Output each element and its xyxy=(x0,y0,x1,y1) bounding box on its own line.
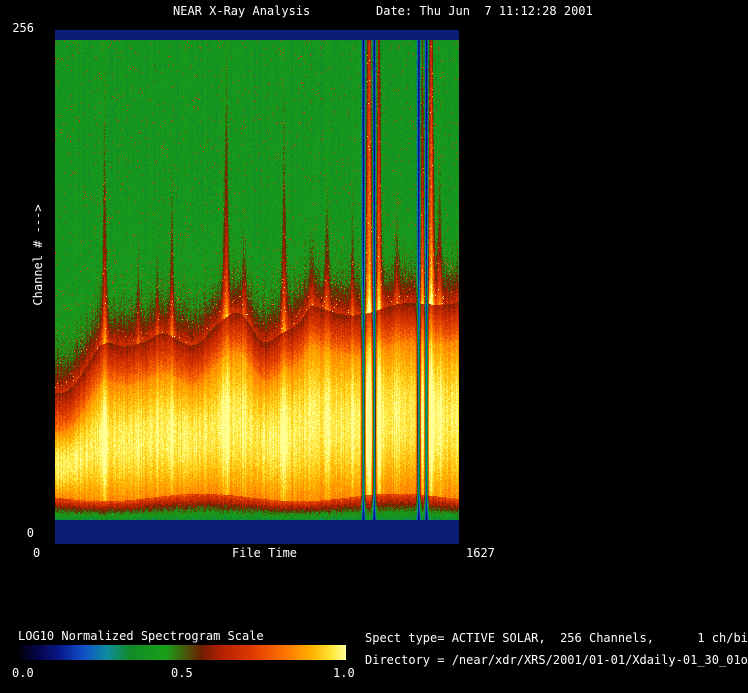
x-axis-max-label: 1627 xyxy=(466,546,495,560)
x-axis-min-label: 0 xyxy=(33,546,41,560)
directory-label: Directory = /near/xdr/XRS/2001/01-01/Xda… xyxy=(365,653,748,667)
x-axis-title: File Time xyxy=(232,546,298,560)
datetime-label: Date: Thu Jun 7 11:12:28 2001 xyxy=(376,4,593,18)
spect-type-label: Spect type= ACTIVE SOLAR, 256 Channels, … xyxy=(365,631,748,645)
y-axis-title: Channel # ---> xyxy=(31,204,45,306)
colorbar-title: LOG10 Normalized Spectrogram Scale xyxy=(18,629,264,643)
colorbar-tick-min: 0.0 xyxy=(12,666,34,680)
colorbar-tick-max: 1.0 xyxy=(333,666,355,680)
y-axis-max-label: 256 xyxy=(12,21,34,35)
page-title: NEAR X-Ray Analysis xyxy=(173,4,311,18)
spectrogram-canvas xyxy=(55,30,459,544)
colorbar-tick-mid: 0.5 xyxy=(171,666,193,680)
colorbar-canvas xyxy=(18,645,346,660)
y-axis-min-label: 0 xyxy=(26,526,34,540)
